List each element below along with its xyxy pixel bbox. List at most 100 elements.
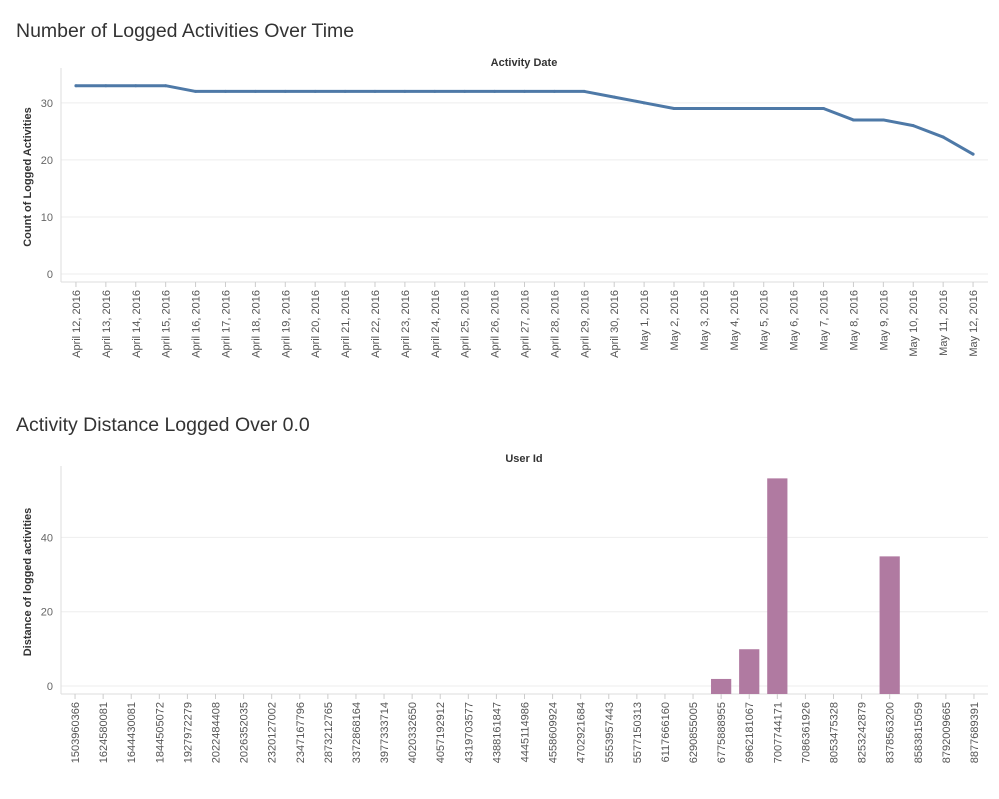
x-tick-label: 4020332650 <box>407 702 419 763</box>
x-tick-label: May 4, 2016 <box>729 290 741 351</box>
x-tick-label: May 8, 2016 <box>848 290 860 351</box>
data-point <box>343 89 347 93</box>
x-tick-label: 5577150313 <box>632 702 644 763</box>
x-tick-label: 2026352035 <box>239 702 251 763</box>
x-tick-label: May 11, 2016 <box>938 290 950 356</box>
x-tick-label: April 25, 2016 <box>460 290 472 358</box>
data-point <box>822 107 826 111</box>
x-tick-label: 2320127002 <box>267 702 279 763</box>
x-tick-label: April 15, 2016 <box>161 290 173 358</box>
y-tick-label: 20 <box>41 155 53 167</box>
x-tick-label: 8378563200 <box>885 702 897 763</box>
y-axis-title: Distance of logged activities <box>22 508 34 657</box>
data-point <box>881 118 885 122</box>
bar <box>711 678 732 694</box>
x-tick-label: 1644430081 <box>126 702 138 763</box>
x-tick-label: 7086361926 <box>800 702 812 763</box>
x-tick-label: April 29, 2016 <box>579 290 591 358</box>
x-tick-label: 8253242879 <box>857 702 869 763</box>
x-tick-label: April 18, 2016 <box>250 290 262 358</box>
data-point <box>582 89 586 93</box>
x-tick-label: April 28, 2016 <box>549 290 561 358</box>
x-tick-label: May 6, 2016 <box>789 290 801 351</box>
y-axis-title: Count of Logged Activities <box>22 107 34 247</box>
x-tick-label: 1844505072 <box>154 702 166 763</box>
x-tick-label: April 24, 2016 <box>430 290 442 358</box>
x-tick-label: May 10, 2016 <box>908 290 920 357</box>
data-point <box>493 89 497 93</box>
x-tick-label: 4558609924 <box>548 702 560 763</box>
chart-1-x-header: Activity Date <box>490 57 558 69</box>
data-point <box>253 89 257 93</box>
x-tick-label: May 3, 2016 <box>699 290 711 351</box>
x-tick-label: April 17, 2016 <box>220 290 232 358</box>
chart-2-title: Activity Distance Logged Over 0.0 <box>16 414 310 436</box>
x-tick-label: 4702921684 <box>576 702 588 763</box>
x-tick-label: April 14, 2016 <box>131 290 143 358</box>
data-point <box>194 89 198 93</box>
x-tick-label: April 13, 2016 <box>101 290 113 358</box>
x-tick-label: 8583815059 <box>913 702 925 763</box>
x-tick-label: 1927972279 <box>182 702 194 763</box>
data-point <box>74 84 78 88</box>
x-tick-label: April 30, 2016 <box>609 290 621 358</box>
data-point <box>104 84 108 88</box>
data-point <box>702 107 706 111</box>
x-tick-label: April 16, 2016 <box>191 290 203 358</box>
y-tick-label: 40 <box>41 532 53 544</box>
x-tick-label: 8792009665 <box>941 702 953 763</box>
x-tick-label: 1503960366 <box>70 702 82 763</box>
x-tick-label: 3977333714 <box>379 702 391 763</box>
y-tick-label: 0 <box>47 681 53 693</box>
x-tick-label: 6962181067 <box>744 702 756 763</box>
x-tick-label: 4057192912 <box>435 702 447 763</box>
x-tick-label: 2347167796 <box>295 702 307 763</box>
data-point <box>732 107 736 111</box>
x-tick-label: April 19, 2016 <box>280 290 292 358</box>
bar <box>879 556 900 694</box>
y-tick-label: 10 <box>41 212 53 224</box>
x-tick-label: 7007744171 <box>772 702 784 763</box>
x-tick-label: May 7, 2016 <box>819 290 831 351</box>
data-point <box>792 107 796 111</box>
data-point <box>134 84 138 88</box>
x-tick-label: 6775888955 <box>716 702 728 763</box>
x-tick-label: 2873212765 <box>323 702 335 763</box>
x-tick-label: 8053475328 <box>829 702 841 763</box>
data-point <box>523 89 526 93</box>
x-tick-label: April 23, 2016 <box>400 290 412 358</box>
chart-1-title: Number of Logged Activities Over Time <box>16 20 355 42</box>
x-tick-label: April 27, 2016 <box>520 290 532 358</box>
data-point <box>463 89 467 93</box>
data-point <box>164 84 168 88</box>
data-point <box>612 95 616 99</box>
x-tick-label: May 5, 2016 <box>759 290 771 351</box>
data-point <box>672 107 676 111</box>
line-chart: 0 10 20 30 Count of Logged Activities April 1… <box>22 68 988 358</box>
data-point <box>642 101 646 105</box>
data-point <box>313 89 317 93</box>
data-point <box>433 89 437 93</box>
x-tick-label: May 9, 2016 <box>878 290 890 351</box>
y-tick-label: 30 <box>41 98 53 110</box>
data-point <box>373 89 377 93</box>
chart-2-x-header: User Id <box>505 453 543 465</box>
y-tick-label: 20 <box>41 607 53 619</box>
x-tick-label: 6117666160 <box>660 702 672 762</box>
data-point <box>403 89 407 93</box>
x-tick-label: May 2, 2016 <box>669 290 681 351</box>
x-tick-label: 1624580081 <box>98 702 110 763</box>
x-tick-label: April 20, 2016 <box>310 290 322 358</box>
data-point <box>223 89 227 93</box>
x-tick-label: 8877689391 <box>969 702 981 763</box>
x-tick-label: May 12, 2016 <box>968 290 980 357</box>
bar <box>767 478 788 694</box>
data-point <box>762 107 766 111</box>
data-point <box>851 118 855 122</box>
x-tick-label: April 21, 2016 <box>340 290 352 358</box>
data-point <box>283 89 287 93</box>
x-tick-label: 4445114986 <box>520 702 532 762</box>
x-tick-label: 5553957443 <box>604 702 616 763</box>
x-tick-label: 4388161847 <box>491 702 503 763</box>
x-tick-label: April 12, 2016 <box>71 290 83 358</box>
